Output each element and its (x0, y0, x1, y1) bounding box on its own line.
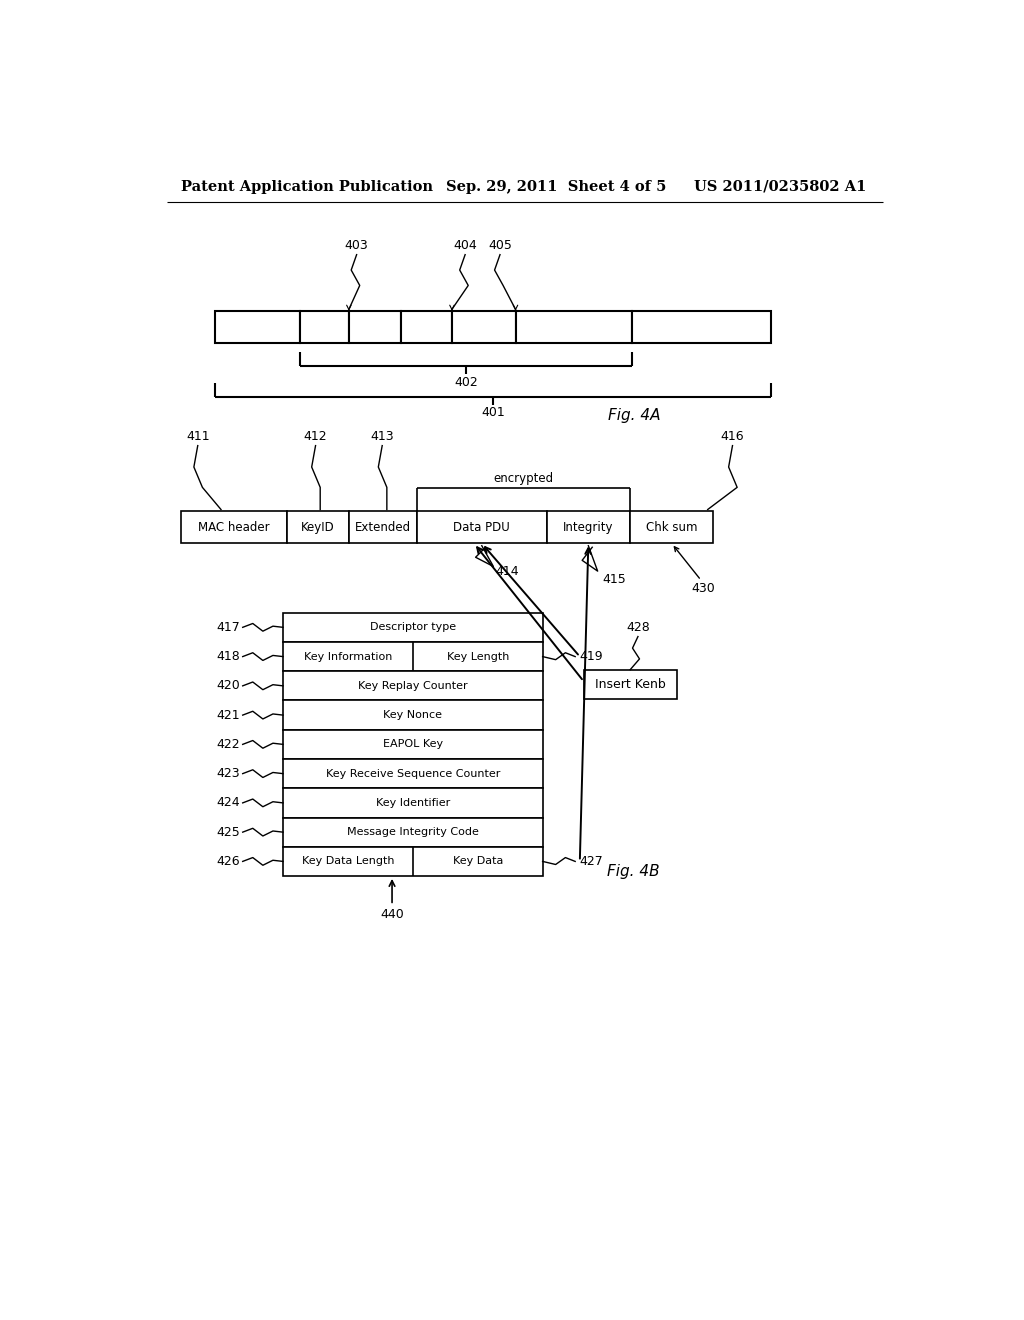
Text: encrypted: encrypted (494, 471, 554, 484)
Text: Key Data Length: Key Data Length (302, 857, 394, 866)
Text: Chk sum: Chk sum (646, 520, 697, 533)
Text: US 2011/0235802 A1: US 2011/0235802 A1 (693, 180, 866, 194)
Text: 415: 415 (602, 573, 626, 586)
Text: 412: 412 (304, 430, 328, 444)
Text: 430: 430 (691, 582, 715, 595)
Bar (283, 701, 543, 730)
Text: 414: 414 (496, 565, 519, 578)
Text: 411: 411 (186, 430, 210, 444)
Text: 422: 422 (217, 738, 241, 751)
Bar (300, 312, 349, 343)
Bar (283, 730, 543, 759)
Text: Fig. 4B: Fig. 4B (607, 865, 659, 879)
Text: 402: 402 (454, 376, 478, 388)
Text: Descriptor type: Descriptor type (370, 622, 456, 632)
Bar (452, 312, 515, 343)
Bar (283, 847, 543, 876)
Bar (515, 312, 632, 343)
Text: Integrity: Integrity (563, 520, 613, 533)
Bar (547, 511, 630, 544)
Text: 425: 425 (217, 825, 241, 838)
Text: 404: 404 (454, 239, 477, 252)
Text: 401: 401 (481, 407, 505, 420)
Text: 418: 418 (217, 649, 241, 663)
Text: 416: 416 (721, 430, 744, 444)
Bar (180, 511, 287, 544)
Text: Key Length: Key Length (446, 652, 509, 661)
Bar (400, 312, 452, 343)
Text: 426: 426 (217, 855, 241, 869)
Text: 421: 421 (217, 709, 241, 722)
Bar (417, 511, 547, 544)
Bar (584, 669, 677, 700)
Text: Key Identifier: Key Identifier (376, 797, 450, 808)
Bar (283, 642, 543, 671)
Text: 403: 403 (345, 239, 369, 252)
Text: Patent Application Publication: Patent Application Publication (180, 180, 433, 194)
Text: Insert Kenb: Insert Kenb (595, 677, 666, 690)
Text: 440: 440 (380, 908, 403, 921)
Bar (283, 612, 543, 642)
Bar (630, 511, 713, 544)
Bar (287, 511, 349, 544)
Bar (283, 788, 543, 817)
Text: Sep. 29, 2011  Sheet 4 of 5: Sep. 29, 2011 Sheet 4 of 5 (445, 180, 667, 194)
Bar (215, 312, 300, 343)
Text: 428: 428 (626, 622, 650, 635)
Text: 420: 420 (217, 680, 241, 693)
Bar (283, 759, 543, 788)
Bar (632, 312, 771, 343)
Text: Message Integrity Code: Message Integrity Code (347, 828, 479, 837)
Text: Key Receive Sequence Counter: Key Receive Sequence Counter (326, 768, 500, 779)
Text: KeyID: KeyID (301, 520, 335, 533)
Text: Key Replay Counter: Key Replay Counter (358, 681, 468, 690)
Bar (283, 671, 543, 701)
Text: Key Nonce: Key Nonce (383, 710, 442, 721)
Text: 424: 424 (217, 796, 241, 809)
Text: Key Data: Key Data (453, 857, 503, 866)
Text: Extended: Extended (355, 520, 411, 533)
Text: 413: 413 (371, 430, 394, 444)
Bar (349, 511, 417, 544)
Text: Fig. 4A: Fig. 4A (608, 408, 662, 422)
Text: 427: 427 (580, 855, 603, 869)
Text: 417: 417 (217, 620, 241, 634)
Text: Data PDU: Data PDU (454, 520, 510, 533)
Text: Key Information: Key Information (304, 652, 392, 661)
Text: 423: 423 (217, 767, 241, 780)
Bar (283, 817, 543, 847)
Text: 405: 405 (488, 239, 512, 252)
Text: EAPOL Key: EAPOL Key (383, 739, 442, 750)
Text: MAC header: MAC header (198, 520, 269, 533)
Text: 419: 419 (580, 649, 603, 663)
Bar (349, 312, 400, 343)
